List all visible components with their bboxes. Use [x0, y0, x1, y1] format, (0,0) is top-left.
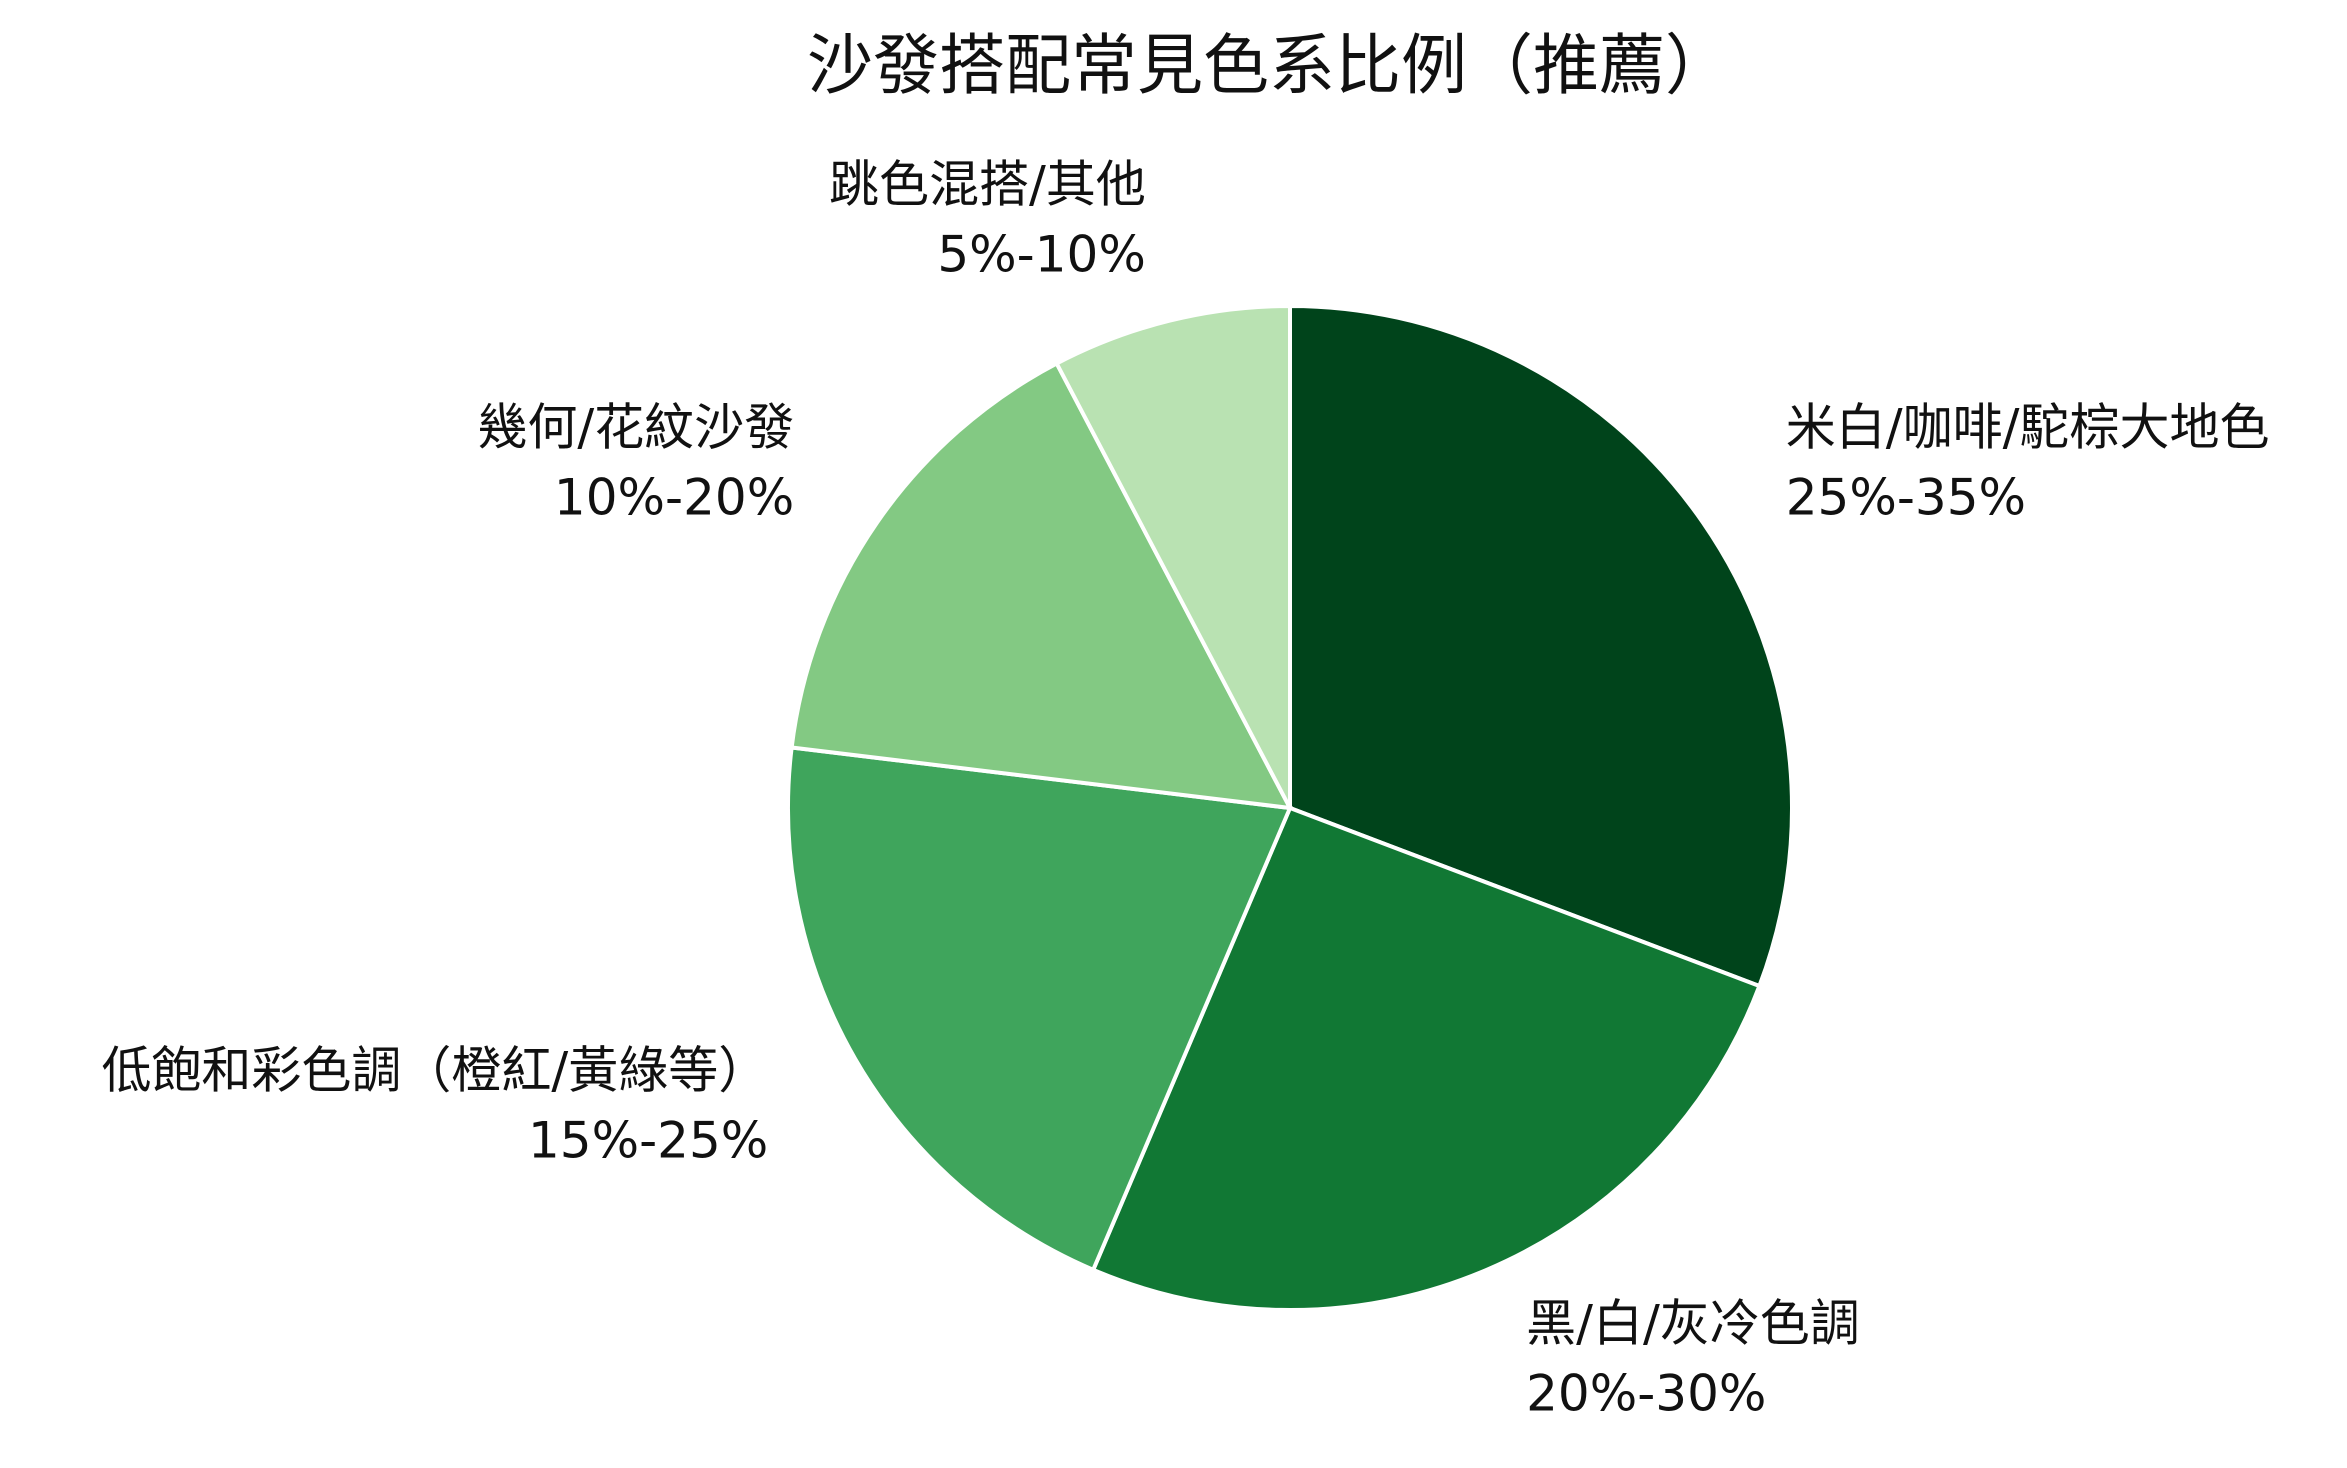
- pie-slice: [1288, 303, 1794, 989]
- slice-label: 米白/咖啡/駝棕大地色: [1786, 398, 2270, 456]
- slice-label: 幾何/花紋沙發: [477, 398, 794, 456]
- slice-range: 5%-10%: [937, 226, 1146, 284]
- slice-label: 跳色混搭/其他: [829, 156, 1146, 214]
- slice-range: 20%-30%: [1526, 1365, 1766, 1423]
- slice-range: 10%-20%: [554, 468, 794, 526]
- slice-range: 15%-25%: [528, 1112, 768, 1170]
- chart-title: 沙發搭配常見色系比例（推薦）: [807, 27, 1731, 104]
- slice-range: 25%-35%: [1786, 468, 2026, 526]
- pie-slice: [1090, 805, 1762, 1313]
- pie-slice: [786, 745, 1293, 1273]
- pie-slice: [789, 360, 1294, 811]
- slice-label: 黑/白/灰冷色調: [1526, 1295, 1860, 1353]
- slice-label: 低飽和彩色調（橙紅/黃綠等）: [101, 1042, 768, 1100]
- pie-slice: [1054, 303, 1292, 809]
